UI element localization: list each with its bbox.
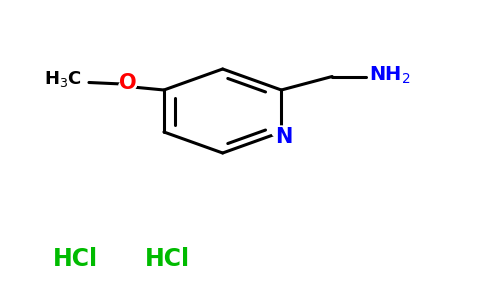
Text: HCl: HCl — [52, 248, 98, 272]
Circle shape — [272, 126, 291, 138]
Text: N: N — [275, 128, 292, 147]
Circle shape — [119, 80, 136, 91]
Text: O: O — [119, 73, 136, 93]
Text: H$_3$C: H$_3$C — [44, 69, 82, 88]
Text: HCl: HCl — [144, 248, 190, 272]
Text: NH$_2$: NH$_2$ — [369, 64, 411, 86]
